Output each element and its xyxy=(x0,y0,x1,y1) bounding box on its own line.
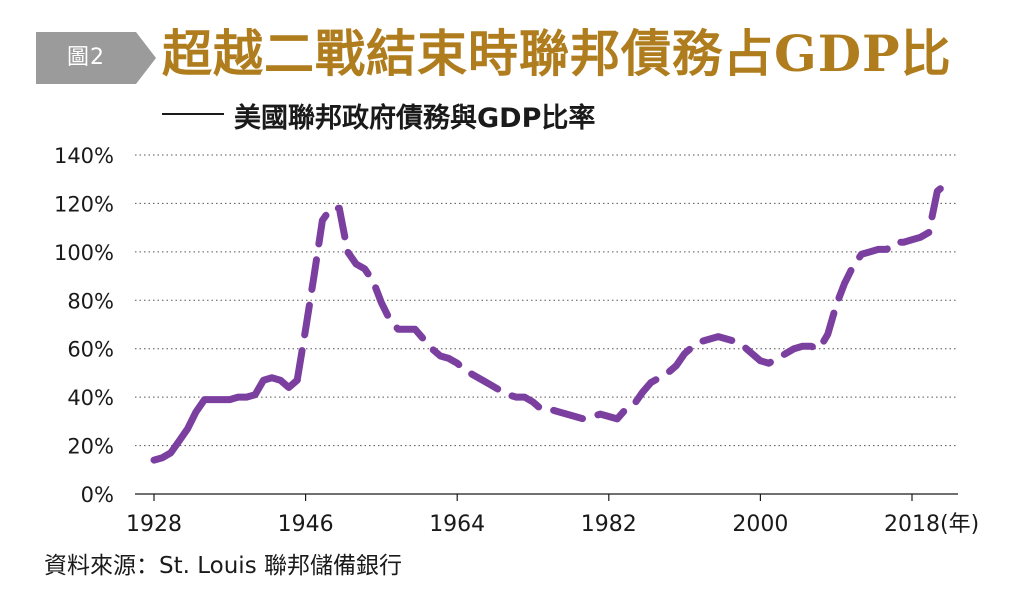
y-tick-label: 120% xyxy=(54,192,114,216)
source-note: 資料來源：St. Louis 聯邦儲備銀行 xyxy=(44,553,402,579)
x-axis xyxy=(135,493,958,501)
chart-subtitle: 美國聯邦政府債務與GDP比率 xyxy=(234,103,596,134)
y-tick-label: 80% xyxy=(67,289,114,313)
y-tick-label: 100% xyxy=(54,241,114,265)
gridlines xyxy=(135,154,958,447)
y-tick-label: 20% xyxy=(67,435,114,459)
x-axis-tick-labels: 1928 1946 1964 1982 2000 2018(年) xyxy=(126,512,979,537)
badge-arrow-icon xyxy=(136,32,156,84)
chart-title: 超越二戰結束時聯邦債務占GDP比 xyxy=(162,24,952,83)
y-tick-label: 60% xyxy=(67,338,114,362)
x-tick-label: 2018(年) xyxy=(884,512,979,537)
y-tick-label: 0% xyxy=(81,483,114,507)
series-line-dashed xyxy=(293,180,950,423)
x-tick-label: 1982 xyxy=(581,512,637,537)
x-tick-label: 1964 xyxy=(429,512,485,537)
x-tick-label: 2000 xyxy=(732,512,788,537)
series-line-solid xyxy=(150,374,301,464)
figure-number-label: 圖2 xyxy=(36,32,136,84)
y-tick-label: 40% xyxy=(67,386,114,410)
subtitle-dash xyxy=(162,112,224,115)
y-axis-tick-labels: 0% 20% 40% 60% 80% 100% 120% 140% xyxy=(54,144,114,507)
x-tick-label: 1946 xyxy=(278,512,334,537)
figure-badge: 圖2 xyxy=(36,32,156,84)
x-tick-label: 1928 xyxy=(126,512,182,537)
chart-subtitle-row: 美國聯邦政府債務與GDP比率 xyxy=(162,96,595,136)
y-tick-label: 140% xyxy=(54,144,114,168)
series-lines xyxy=(150,180,950,464)
